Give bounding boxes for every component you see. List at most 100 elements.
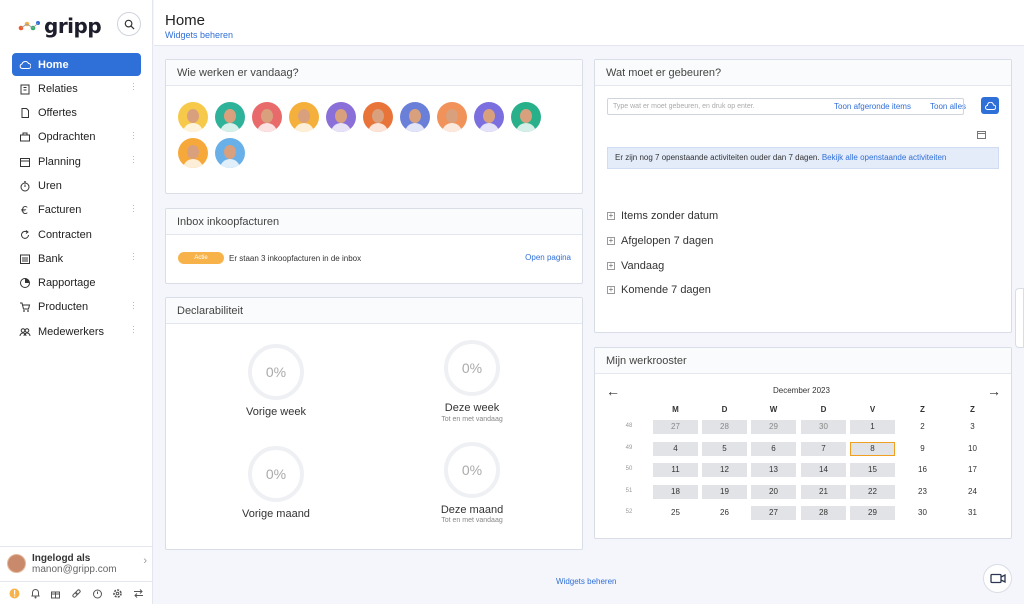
calendar-day[interactable]: 1 bbox=[850, 420, 895, 434]
gauge-value: 0% bbox=[461, 462, 483, 478]
calendar-day[interactable]: 30 bbox=[801, 420, 846, 434]
colleague-avatar[interactable] bbox=[289, 102, 319, 132]
more-options-icon[interactable]: ··· bbox=[129, 300, 139, 310]
sidebar-item-label: Uren bbox=[38, 179, 62, 192]
sidebar-item-facturen[interactable]: € Facturen ··· bbox=[12, 199, 141, 222]
colleague-avatar[interactable] bbox=[437, 102, 467, 132]
calendar-day[interactable]: 5 bbox=[702, 441, 747, 456]
calendar-day[interactable]: 23 bbox=[918, 486, 927, 496]
calendar-day[interactable]: 14 bbox=[801, 463, 846, 477]
more-options-icon[interactable]: ··· bbox=[129, 203, 139, 213]
sidebar-item-relaties[interactable]: Relaties ··· bbox=[12, 77, 141, 100]
calendar-icon[interactable] bbox=[977, 128, 986, 142]
more-options-icon[interactable]: ··· bbox=[129, 130, 139, 140]
more-options-icon[interactable]: ··· bbox=[129, 325, 139, 335]
side-panel-handle[interactable] bbox=[1015, 288, 1024, 348]
colleague-avatar[interactable] bbox=[363, 102, 393, 132]
calendar-day[interactable]: 20 bbox=[751, 484, 796, 499]
calendar-day[interactable]: 11 bbox=[653, 463, 698, 477]
sidebar-item-rapportage[interactable]: Rapportage bbox=[12, 272, 141, 295]
cloud-button[interactable] bbox=[981, 97, 999, 114]
calendar-day[interactable]: 30 bbox=[918, 508, 927, 517]
calendar-day[interactable]: 24 bbox=[968, 486, 977, 496]
calendar-day[interactable]: 3 bbox=[970, 422, 975, 431]
sidebar-item-label: Facturen bbox=[38, 204, 82, 217]
sidebar-item-bank[interactable]: Bank ··· bbox=[12, 247, 141, 270]
calendar-day[interactable]: 31 bbox=[968, 508, 977, 517]
calendar-day[interactable]: 15 bbox=[850, 463, 895, 477]
gear-icon[interactable] bbox=[112, 587, 124, 599]
calendar-day[interactable]: 29 bbox=[850, 506, 895, 520]
calendar-day[interactable]: 28 bbox=[702, 420, 747, 434]
colleague-avatar[interactable] bbox=[511, 102, 541, 132]
arrow-left-icon[interactable]: ← bbox=[606, 383, 620, 399]
sidebar-item-medewerkers[interactable]: Medewerkers ··· bbox=[12, 320, 141, 343]
calendar-day[interactable]: 29 bbox=[751, 420, 796, 434]
sidebar-item-producten[interactable]: Producten ··· bbox=[12, 296, 141, 319]
search-button[interactable] bbox=[117, 12, 141, 36]
group-next-7-days[interactable]: + Komende 7 dagen bbox=[607, 284, 711, 296]
colleague-avatar[interactable] bbox=[474, 102, 504, 132]
sidebar-item-planning[interactable]: Planning ··· bbox=[12, 150, 141, 173]
colleague-avatar[interactable] bbox=[178, 138, 208, 168]
calendar-day[interactable]: 21 bbox=[801, 484, 846, 499]
group-no-date[interactable]: + Items zonder datum bbox=[607, 210, 718, 222]
calendar-day[interactable]: 9 bbox=[920, 443, 925, 453]
work-schedule-widget: Mijn werkrooster ← December 2023 → M D W D V… bbox=[594, 347, 1012, 539]
more-options-icon[interactable]: ··· bbox=[129, 155, 139, 165]
arrow-right-icon[interactable]: → bbox=[987, 383, 1001, 399]
calendar-day[interactable]: 27 bbox=[653, 420, 698, 434]
more-options-icon[interactable]: ··· bbox=[129, 252, 139, 262]
open-page-link[interactable]: Open pagina bbox=[525, 253, 571, 262]
calendar-day[interactable]: 18 bbox=[653, 484, 698, 499]
colleague-avatar[interactable] bbox=[252, 102, 282, 132]
calendar-day[interactable]: 27 bbox=[751, 506, 796, 520]
colleague-avatar[interactable] bbox=[400, 102, 430, 132]
calendar-day[interactable]: 22 bbox=[850, 484, 895, 499]
group-last-7-days[interactable]: + Afgelopen 7 dagen bbox=[607, 235, 713, 247]
gripp-logo[interactable]: gripp bbox=[18, 14, 102, 38]
group-today[interactable]: + Vandaag bbox=[607, 260, 664, 272]
calendar-day[interactable]: 12 bbox=[702, 463, 747, 477]
calendar-day[interactable]: 26 bbox=[720, 508, 729, 517]
gift-icon[interactable] bbox=[50, 587, 62, 599]
colleague-avatar[interactable] bbox=[178, 102, 208, 132]
sidebar-item-home[interactable]: Home bbox=[12, 53, 141, 76]
widgets-beheren-link[interactable]: Widgets beheren bbox=[165, 30, 234, 40]
colleague-avatar[interactable] bbox=[326, 102, 356, 132]
calendar-day-today[interactable]: 8 bbox=[850, 441, 895, 456]
show-completed-link[interactable]: Toon afgeronde items bbox=[834, 102, 911, 111]
sidebar-item-offertes[interactable]: Offertes bbox=[12, 102, 141, 125]
video-call-button[interactable] bbox=[983, 564, 1012, 593]
bell-icon[interactable] bbox=[29, 587, 41, 599]
calendar-day[interactable]: 10 bbox=[968, 443, 977, 453]
calendar-day[interactable]: 6 bbox=[751, 441, 796, 456]
switch-icon[interactable] bbox=[133, 587, 145, 599]
video-icon bbox=[989, 573, 1006, 584]
calendar-day[interactable]: 16 bbox=[918, 465, 927, 474]
sidebar-item-uren[interactable]: Uren bbox=[12, 174, 141, 197]
link-icon[interactable] bbox=[70, 587, 82, 599]
sidebar-item-label: Opdrachten bbox=[38, 131, 96, 144]
widgets-beheren-footer-link[interactable]: Widgets beheren bbox=[556, 577, 617, 586]
inbox-title: Inbox inkoopfacturen bbox=[166, 209, 582, 235]
calendar-day[interactable]: 17 bbox=[968, 465, 977, 474]
calendar-day[interactable]: 25 bbox=[671, 508, 680, 517]
more-options-icon[interactable]: ··· bbox=[129, 82, 139, 92]
calendar-day[interactable]: 13 bbox=[751, 463, 796, 477]
timer-icon[interactable] bbox=[91, 587, 103, 599]
user-panel[interactable]: Ingelogd als manon@gripp.com › bbox=[0, 546, 153, 580]
calendar-day[interactable]: 4 bbox=[653, 441, 698, 456]
open-activities-link[interactable]: Bekijk alle openstaande activiteiten bbox=[821, 153, 947, 162]
calendar-day[interactable]: 28 bbox=[801, 506, 846, 520]
colleague-avatar[interactable] bbox=[215, 138, 245, 168]
sidebar-item-contracten[interactable]: Contracten bbox=[12, 223, 141, 246]
calendar-day[interactable]: 19 bbox=[702, 484, 747, 499]
calendar-day[interactable]: 7 bbox=[801, 441, 846, 456]
sidebar-item-opdrachten[interactable]: Opdrachten ··· bbox=[12, 126, 141, 149]
calendar-day[interactable]: 2 bbox=[920, 422, 925, 431]
show-all-link[interactable]: Toon alles bbox=[930, 102, 967, 111]
todo-input[interactable]: Type wat er moet gebeuren, en druk op en… bbox=[607, 98, 964, 115]
colleague-avatar[interactable] bbox=[215, 102, 245, 132]
alert-icon[interactable] bbox=[8, 587, 20, 599]
